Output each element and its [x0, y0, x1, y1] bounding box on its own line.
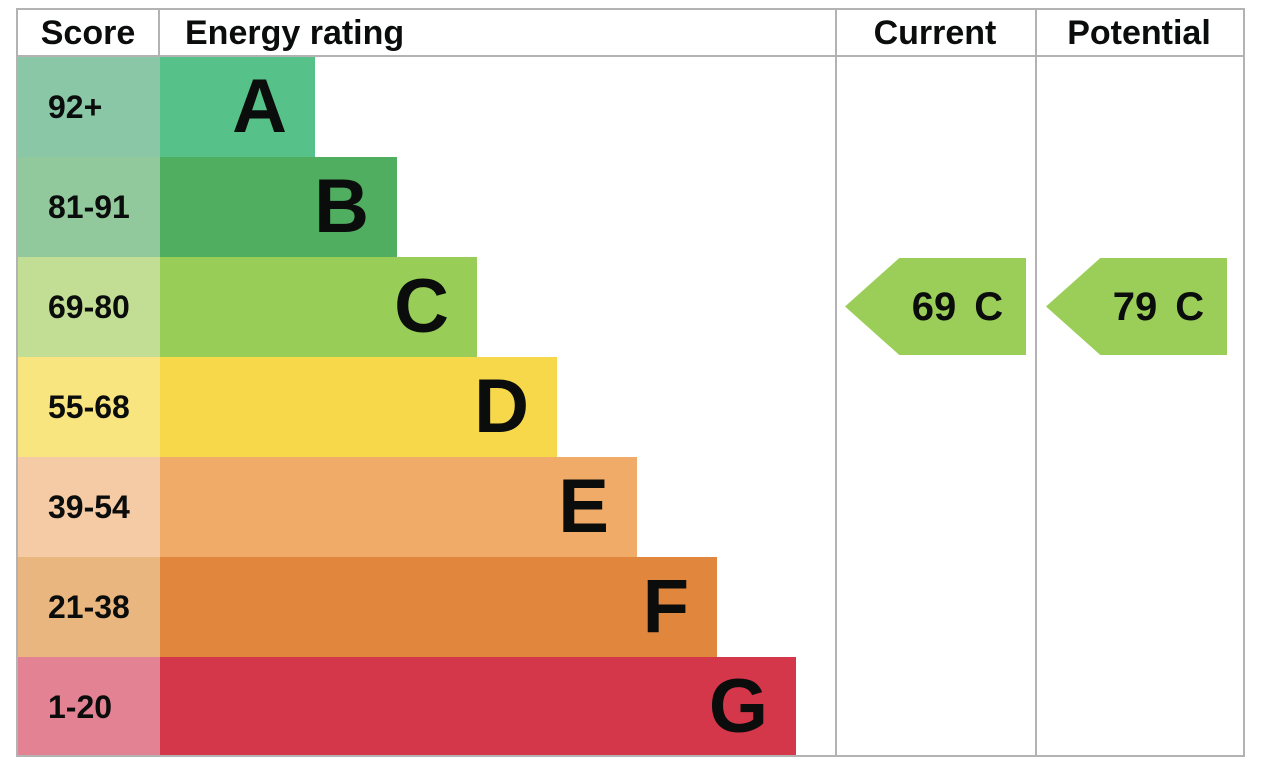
- score-column-header: Score: [18, 10, 160, 55]
- band-row-g: 1-20 G: [18, 657, 1243, 755]
- band-row-b: 81-91 B: [18, 157, 1243, 257]
- score-range-b: 81-91: [18, 157, 160, 257]
- rating-bar-d: D: [160, 357, 557, 457]
- score-range-g: 1-20: [18, 657, 160, 755]
- chart-header-row: Score Energy rating Current Potential: [18, 10, 1243, 57]
- energy-rating-column-header: Energy rating: [185, 13, 405, 52]
- score-range-f: 21-38: [18, 557, 160, 657]
- rating-bar-a: A: [160, 57, 315, 157]
- band-row-f: 21-38 F: [18, 557, 1243, 657]
- rating-bar-f: F: [160, 557, 717, 657]
- current-rating-score: 69: [911, 284, 957, 329]
- current-rating-band: C: [974, 284, 1004, 329]
- epc-rating-chart: Score Energy rating Current Potential 92…: [16, 8, 1245, 757]
- score-range-c: 69-80: [18, 257, 160, 357]
- band-row-a: 92+ A: [18, 57, 1243, 157]
- rating-bar-b: B: [160, 157, 397, 257]
- potential-rating-score: 79: [1112, 284, 1158, 329]
- current-column-header: Current: [873, 13, 997, 52]
- score-range-e: 39-54: [18, 457, 160, 557]
- rating-bar-e: E: [160, 457, 637, 557]
- band-row-c: 69-80 C: [18, 257, 1243, 357]
- potential-column-divider: [1035, 10, 1037, 755]
- rating-bar-g: G: [160, 657, 796, 755]
- rating-bands: 92+ A 81-91 B 69-80 C 55-68 D 39-54 E 21-38 F 1-20 G: [18, 57, 1243, 755]
- score-range-a: 92+: [18, 57, 160, 157]
- potential-rating-band: C: [1175, 284, 1205, 329]
- score-range-d: 55-68: [18, 357, 160, 457]
- potential-column-header: Potential: [1067, 13, 1211, 52]
- current-column-divider: [835, 10, 837, 755]
- band-row-d: 55-68 D: [18, 357, 1243, 457]
- rating-bar-c: C: [160, 257, 477, 357]
- band-row-e: 39-54 E: [18, 457, 1243, 557]
